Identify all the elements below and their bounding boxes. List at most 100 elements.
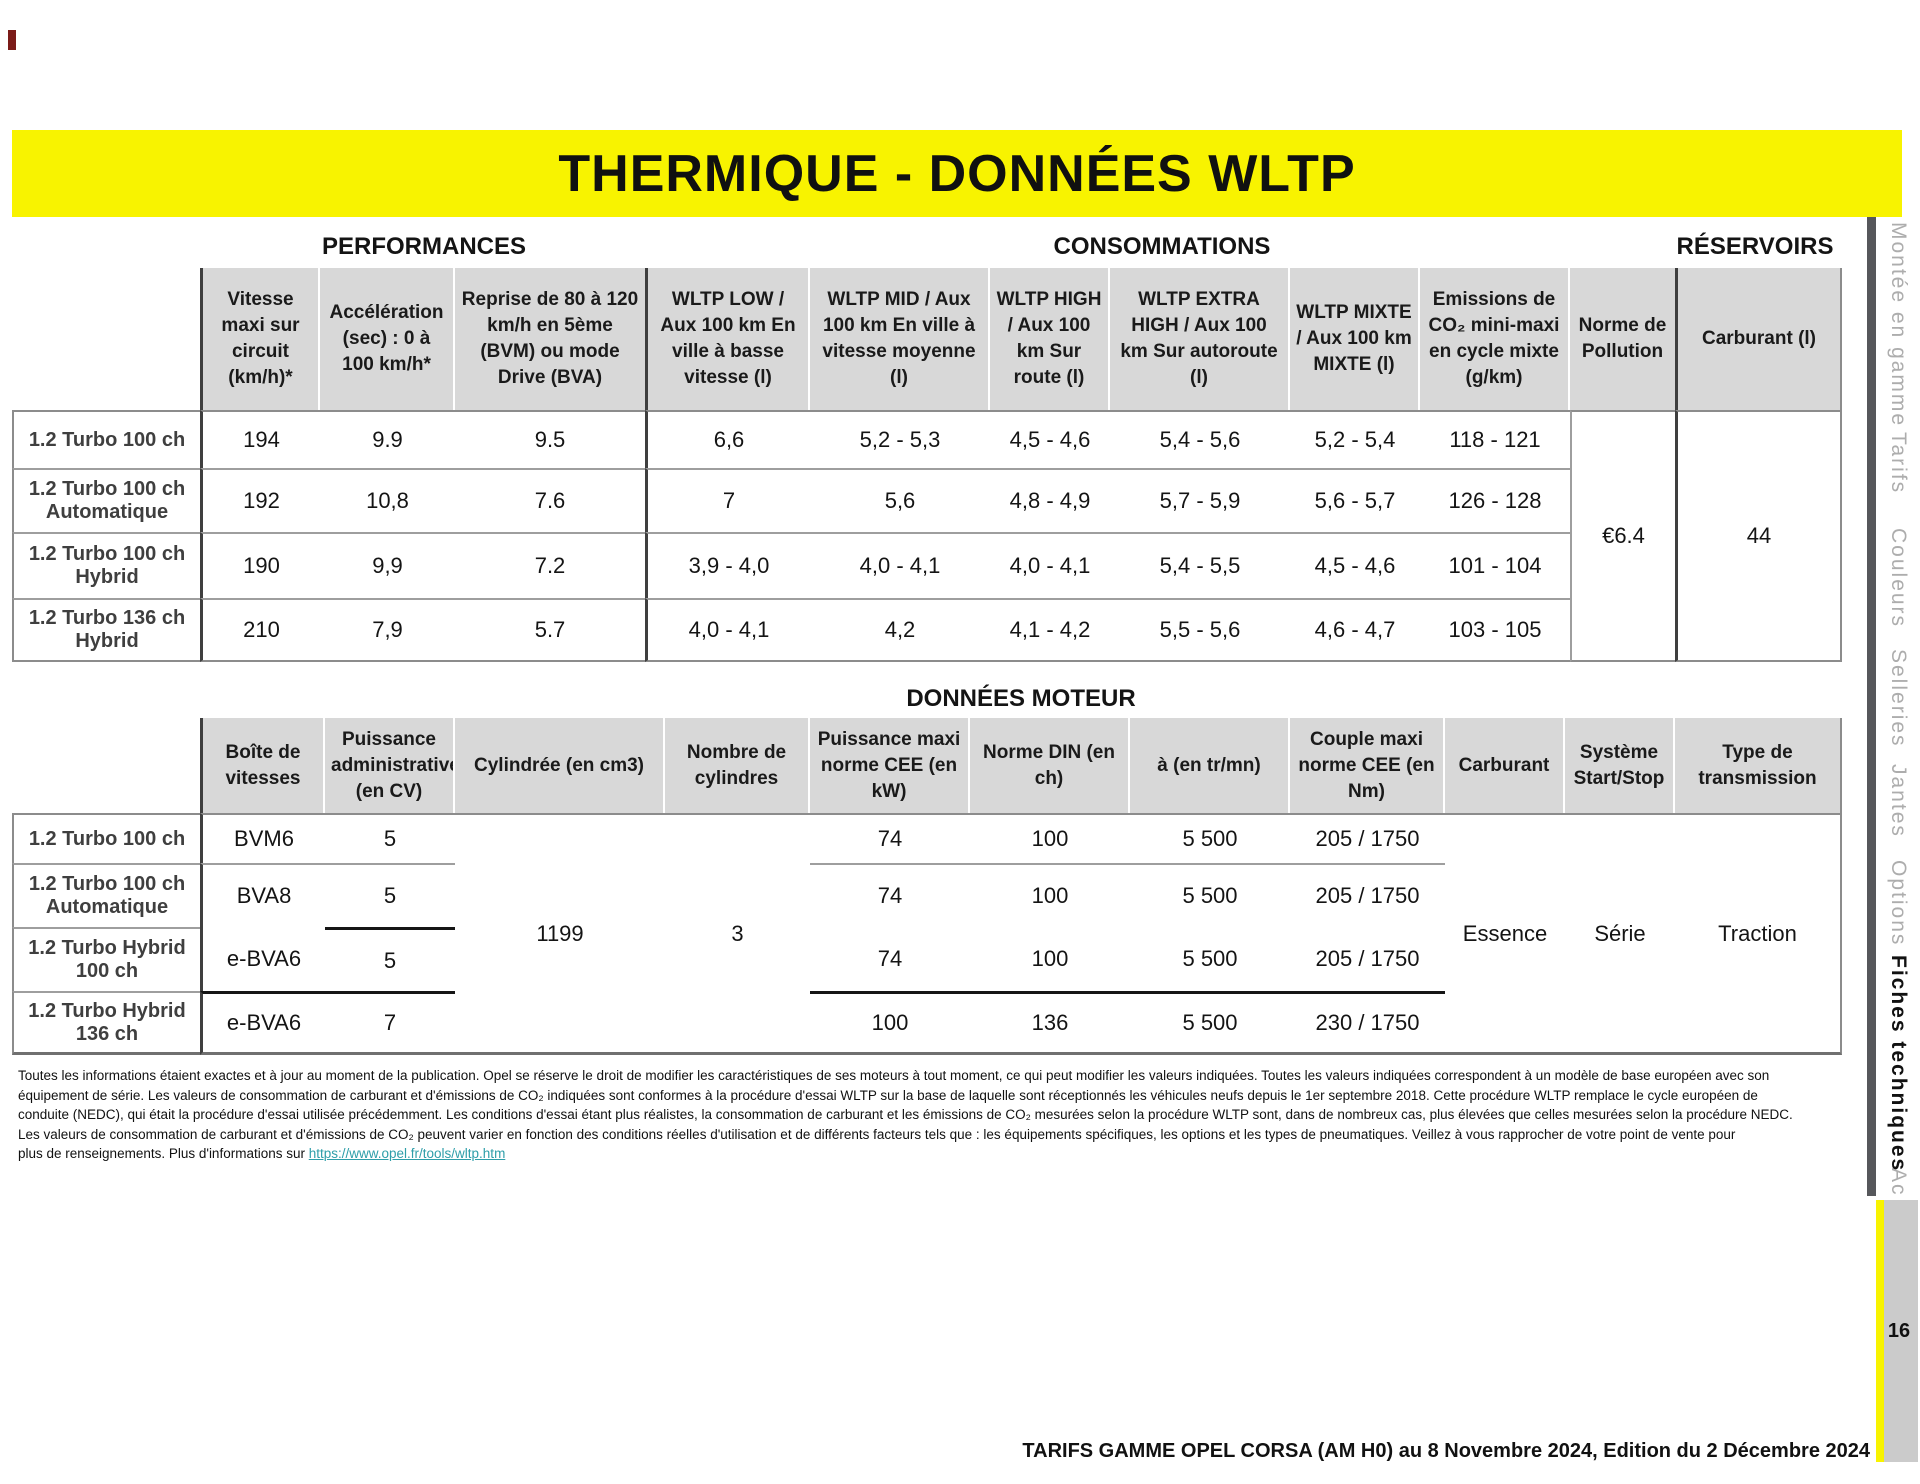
moteur-cell: 74 bbox=[810, 813, 970, 863]
wltp-header-extra-high: WLTP EXTRA HIGH / Aux 100 km Sur autorou… bbox=[1110, 268, 1290, 410]
moteur-header-cylindres: Nombre de cylindres bbox=[665, 718, 810, 813]
wltp-cell: 5,2 - 5,4 bbox=[1290, 410, 1420, 468]
moteur-cell: 5 500 bbox=[1130, 991, 1290, 1055]
page-number: 16 bbox=[1887, 1320, 1911, 1342]
sidebar-item-selleries[interactable]: Selleries bbox=[1887, 649, 1910, 748]
scrollbar-accent-strip bbox=[1876, 1200, 1884, 1462]
wltp-cell: 4,0 - 4,1 bbox=[990, 532, 1110, 598]
wltp-cell: 5,7 - 5,9 bbox=[1110, 468, 1290, 532]
moteur-cell: e-BVA6 bbox=[200, 991, 325, 1055]
wltp-header-carburant: Carburant (l) bbox=[1675, 268, 1842, 410]
wltp-info-link[interactable]: https://www.opel.fr/tools/wltp.htm bbox=[308, 1146, 506, 1161]
moteur-cell: 5 bbox=[325, 813, 455, 863]
wltp-cell: 4,5 - 4,6 bbox=[1290, 532, 1420, 598]
moteur-carburant-value: Essence bbox=[1445, 813, 1565, 1055]
wltp-cell: 4,5 - 4,6 bbox=[990, 410, 1110, 468]
wltp-header-vitesse: Vitesse maxi sur circuit (km/h)* bbox=[200, 268, 320, 410]
wltp-cell: 7 bbox=[645, 468, 810, 532]
moteur-cell: 100 bbox=[1031, 946, 1069, 971]
sidebar-item-tarifs[interactable]: Tarifs bbox=[1887, 432, 1910, 495]
moteur-cell: 7 bbox=[325, 991, 455, 1055]
sidebar-item-jantes[interactable]: Jantes bbox=[1887, 764, 1910, 838]
footnote-line: Les valeurs de consommation de carburant… bbox=[18, 1126, 1736, 1142]
wltp-cell: 4,1 - 4,2 bbox=[990, 598, 1110, 662]
wltp-header-reprise: Reprise de 80 à 120 km/h en 5ème (BVM) o… bbox=[455, 268, 645, 410]
moteur-row-label: 1.2 Turbo Hybrid 100 ch bbox=[12, 927, 200, 991]
moteur-cell: 100 bbox=[970, 863, 1130, 927]
section-heading-donnees-moteur: DONNÉES MOTEUR bbox=[906, 685, 1136, 712]
moteur-header-puissance-kw: Puissance maxi norme CEE (en kW) bbox=[810, 718, 970, 813]
moteur-header-puissance-cv: Puissance administrative (en CV) bbox=[325, 718, 455, 813]
wltp-header-norme: Norme de Pollution bbox=[1570, 268, 1675, 410]
wltp-cell: 5,4 - 5,5 bbox=[1110, 532, 1290, 598]
moteur-header-boite: Boîte de vitesses bbox=[200, 718, 325, 813]
moteur-header-transmission: Type de transmission bbox=[1675, 718, 1842, 813]
moteur-cell: BVA8 bbox=[200, 863, 325, 927]
moteur-row-label: 1.2 Turbo 100 ch bbox=[12, 813, 200, 863]
wltp-cell: 5,4 - 5,6 bbox=[1110, 410, 1290, 468]
section-heading-performances: PERFORMANCES bbox=[321, 233, 526, 260]
moteur-header-carburant: Carburant bbox=[1445, 718, 1565, 813]
moteur-cell: 205 / 1750 bbox=[1315, 946, 1420, 971]
scan-artifact-mark bbox=[8, 30, 16, 50]
wltp-cell: 9.9 bbox=[320, 410, 455, 468]
moteur-cell: 230 / 1750 bbox=[1290, 991, 1445, 1055]
wltp-cell: 9.5 bbox=[455, 410, 645, 468]
footnote-last-line-text: plus de renseignements. Plus d'informati… bbox=[18, 1146, 309, 1161]
moteur-cell: 205 / 1750 bbox=[1290, 813, 1445, 863]
moteur-header-norme-din: Norme DIN (en ch) bbox=[970, 718, 1130, 813]
wltp-cell: 10,8 bbox=[320, 468, 455, 532]
wltp-cell: 4,8 - 4,9 bbox=[990, 468, 1110, 532]
wltp-cell: 192 bbox=[200, 468, 320, 532]
sidebar-divider bbox=[1867, 217, 1876, 1196]
moteur-header-couple: Couple maxi norme CEE (en Nm) bbox=[1290, 718, 1445, 813]
wltp-cell: 5,6 bbox=[810, 468, 990, 532]
footnote-line: conduite (NEDC), qui était la procédure … bbox=[18, 1107, 1793, 1122]
page-title: THERMIQUE - DONNÉES WLTP bbox=[558, 144, 1356, 203]
wltp-cell: 190 bbox=[200, 532, 320, 598]
wltp-header-mixte: WLTP MIXTE / Aux 100 km MIXTE (l) bbox=[1290, 268, 1420, 410]
section-heading-consommations: CONSOMMATIONS bbox=[1053, 233, 1271, 260]
wltp-header-low: WLTP LOW / Aux 100 km En ville à basse v… bbox=[645, 268, 810, 410]
moteur-header-cylindree: Cylindrée (en cm3) bbox=[455, 718, 665, 813]
footnote-line: Toutes les informations étaient exactes … bbox=[18, 1068, 1770, 1083]
edition-line: TARIFS GAMME OPEL CORSA (AM H0) au 8 Nov… bbox=[1022, 1440, 1870, 1462]
moteur-cell: 5 500 bbox=[1130, 863, 1290, 927]
scrollbar-thumb[interactable] bbox=[1884, 1200, 1918, 1462]
moteur-cell: e-BVA6 bbox=[200, 927, 325, 991]
wltp-header-acceleration: Accélération (sec) : 0 à 100 km/h* bbox=[320, 268, 455, 410]
wltp-cell: 7,9 bbox=[320, 598, 455, 662]
wltp-cell: 9,9 bbox=[320, 532, 455, 598]
wltp-row-label: 1.2 Turbo 100 ch Automatique bbox=[12, 468, 200, 532]
wltp-cell: 5.7 bbox=[455, 598, 645, 662]
wltp-cell: 4,6 - 4,7 bbox=[1290, 598, 1420, 662]
wltp-cell: 5,2 - 5,3 bbox=[810, 410, 990, 468]
moteur-cylindree-value: 1199 bbox=[455, 813, 665, 1055]
moteur-header-regime: à (en tr/mn) bbox=[1130, 718, 1290, 813]
wltp-cell: 103 - 105 bbox=[1420, 598, 1570, 662]
sidebar-item-options[interactable]: Options bbox=[1887, 860, 1910, 947]
moteur-cell: 205 / 1750 bbox=[1290, 863, 1445, 927]
moteur-cell: 5 bbox=[325, 927, 455, 991]
moteur-start-stop-value: Série bbox=[1565, 813, 1675, 1055]
moteur-cell: 5 bbox=[325, 863, 455, 927]
wltp-cell: 118 - 121 bbox=[1420, 410, 1570, 468]
wltp-row-label: 1.2 Turbo 100 ch Hybrid bbox=[12, 532, 200, 598]
moteur-cell: 100 bbox=[810, 991, 970, 1055]
sidebar-item-couleurs[interactable]: Couleurs bbox=[1887, 528, 1910, 629]
wltp-header-co2: Emissions de CO₂ mini-maxi en cycle mixt… bbox=[1420, 268, 1570, 410]
wltp-cell: 4,0 - 4,1 bbox=[810, 532, 990, 598]
wltp-table: Vitesse maxi sur circuit (km/h)* Accélér… bbox=[12, 268, 1842, 662]
wltp-cell: 5,5 - 5,6 bbox=[1110, 598, 1290, 662]
sidebar-item-accessoires-clipped[interactable]: Ac bbox=[1887, 1168, 1910, 1197]
wltp-cell: 4,2 bbox=[810, 598, 990, 662]
sidebar-item-montee-en-gamme[interactable]: Montée en gamme bbox=[1887, 222, 1910, 428]
wltp-row-label: 1.2 Turbo 136 ch Hybrid bbox=[12, 598, 200, 662]
wltp-cell: 194 bbox=[200, 410, 320, 468]
wltp-cell: 7.6 bbox=[455, 468, 645, 532]
moteur-cell: 136 bbox=[970, 991, 1130, 1055]
moteur-row-label: 1.2 Turbo 100 ch Automatique bbox=[12, 863, 200, 927]
wltp-cell: 210 bbox=[200, 598, 320, 662]
sidebar-item-fiches-techniques[interactable]: Fiches techniques bbox=[1887, 955, 1910, 1173]
